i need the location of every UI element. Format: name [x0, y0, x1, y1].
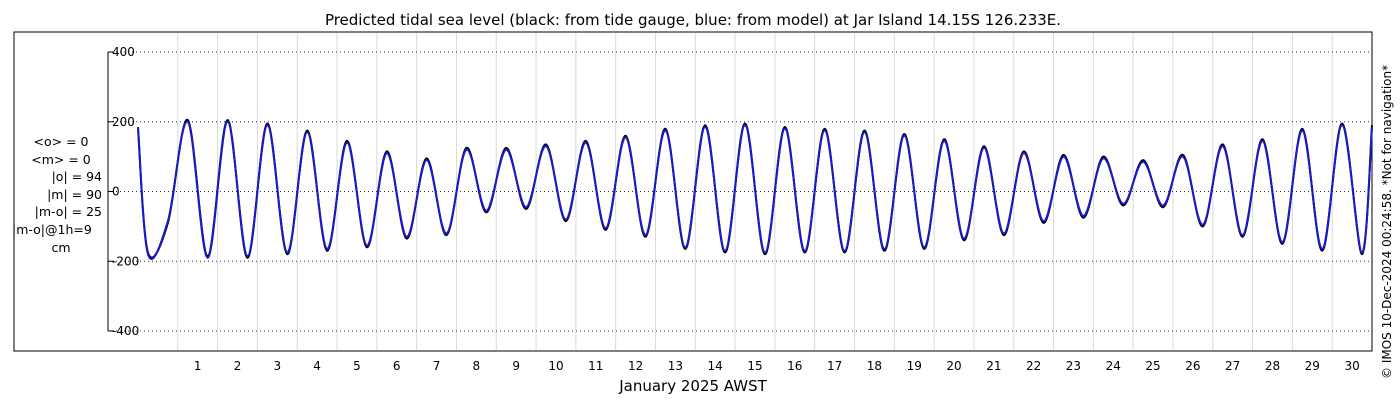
- x-tick-label: 3: [274, 359, 282, 373]
- x-tick-label: 16: [787, 359, 802, 373]
- x-tick-label: 14: [708, 359, 723, 373]
- x-tick-label: 21: [986, 359, 1001, 373]
- stat-unit: cm: [51, 239, 71, 255]
- x-tick-label: 28: [1265, 359, 1280, 373]
- x-tick-label: 27: [1225, 359, 1240, 373]
- stat-abs-obs: |o| = 94: [51, 169, 102, 185]
- x-tick-label: 11: [588, 359, 603, 373]
- stat-abs-model: |m| = 90: [47, 186, 102, 202]
- x-tick-label: 24: [1106, 359, 1121, 373]
- x-tick-label: 23: [1066, 359, 1081, 373]
- stat-mean-model: <m> = 0: [31, 151, 91, 167]
- stat-mean-obs: <o> = 0: [33, 134, 89, 149]
- x-tick-label: 10: [548, 359, 563, 373]
- x-tick-label: 2: [234, 359, 242, 373]
- x-tick-label: 5: [353, 359, 361, 373]
- outer-frame: [13, 31, 1373, 352]
- y-tick-label: -200: [112, 254, 139, 268]
- watermark: © IMOS 10-Dec-2024 00:24:58. *Not for na…: [1380, 65, 1394, 379]
- stat-abs-diff-1h: |m-o|@1h=9: [12, 221, 92, 237]
- x-axis-label: January 2025 AWST: [618, 377, 767, 395]
- x-tick-label: 17: [827, 359, 842, 373]
- x-tick-label: 8: [473, 359, 481, 373]
- x-tick-label: 26: [1185, 359, 1200, 373]
- x-tick-label: 25: [1145, 359, 1160, 373]
- x-tick-label: 20: [946, 359, 961, 373]
- y-tick-label: 0: [112, 185, 120, 199]
- x-tick-label: 22: [1026, 359, 1041, 373]
- y-tick-label: 400: [112, 45, 135, 59]
- x-tick-label: 9: [512, 359, 520, 373]
- chart-title: Predicted tidal sea level (black: from t…: [325, 11, 1061, 29]
- x-tick-label: 6: [393, 359, 401, 373]
- x-tick-label: 18: [867, 359, 882, 373]
- x-tick-label: 4: [313, 359, 321, 373]
- series-line-model: [137, 120, 1373, 260]
- x-tick-label: 19: [907, 359, 922, 373]
- x-tick-label: 30: [1344, 359, 1359, 373]
- x-tick-label: 15: [747, 359, 762, 373]
- x-tick-label: 1: [194, 359, 202, 373]
- x-tick-label: 7: [433, 359, 441, 373]
- series: [137, 118, 1373, 260]
- x-tick-label: 13: [668, 359, 683, 373]
- x-tick-label: 12: [628, 359, 643, 373]
- x-tick-label: 29: [1305, 359, 1320, 373]
- stats-panel: <o> = 0 <m> = 0 |o| = 94 |m| = 90 |m-o| …: [12, 133, 110, 256]
- y-tick-label: 200: [112, 115, 135, 129]
- stat-abs-diff: |m-o| = 25: [34, 204, 102, 220]
- y-tick-label: -400: [112, 324, 139, 338]
